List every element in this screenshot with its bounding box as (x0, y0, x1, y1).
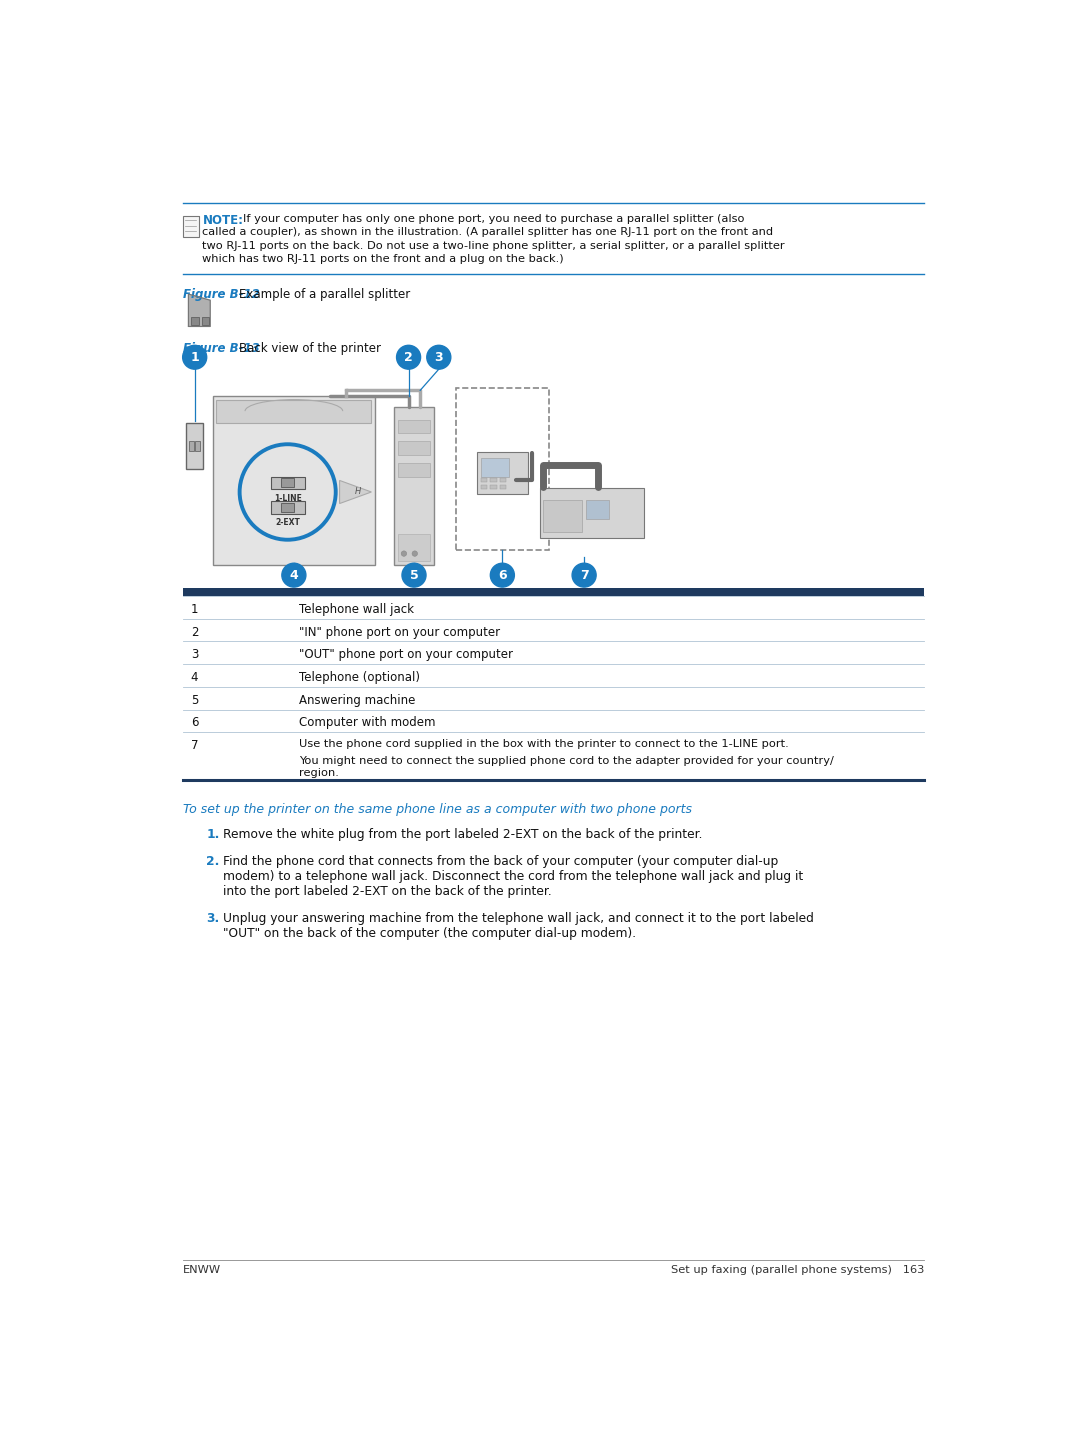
Text: 6: 6 (498, 569, 507, 582)
Bar (183, 216, 199, 237)
Bar (282, 503, 294, 512)
Text: 7: 7 (580, 569, 589, 582)
Text: 1.: 1. (206, 828, 219, 841)
Bar (191, 318, 199, 325)
Bar (186, 422, 203, 468)
Text: You might need to connect the supplied phone cord to the adapter provided for yo: You might need to connect the supplied p… (299, 756, 834, 777)
Circle shape (401, 550, 407, 556)
Text: 2.: 2. (206, 855, 219, 868)
Circle shape (183, 345, 206, 369)
Bar (213, 395, 375, 565)
Text: 1-LINE: 1-LINE (273, 493, 301, 503)
Text: 4: 4 (289, 569, 298, 582)
Text: 2: 2 (404, 351, 413, 364)
Bar (500, 477, 505, 483)
Bar (540, 489, 644, 539)
Text: which has two RJ-11 ports on the front and a plug on the back.): which has two RJ-11 ports on the front a… (202, 254, 564, 264)
Circle shape (282, 563, 306, 588)
Bar (490, 484, 497, 489)
Text: 6: 6 (191, 717, 199, 730)
Polygon shape (339, 480, 372, 503)
Circle shape (490, 563, 514, 588)
Text: "IN" phone port on your computer: "IN" phone port on your computer (299, 625, 500, 638)
Text: Figure B-13: Figure B-13 (183, 342, 260, 355)
Bar (195, 441, 200, 451)
Bar (397, 420, 430, 434)
Polygon shape (189, 295, 211, 326)
Text: Figure B-12: Figure B-12 (183, 287, 260, 300)
Text: "OUT" phone port on your computer: "OUT" phone port on your computer (299, 648, 513, 661)
Text: Telephone (optional): Telephone (optional) (299, 671, 420, 684)
Text: 1: 1 (191, 604, 199, 616)
Bar (202, 318, 210, 325)
Circle shape (402, 563, 426, 588)
Bar (397, 533, 430, 560)
Bar (543, 500, 582, 532)
Text: Answering machine: Answering machine (299, 694, 416, 707)
Circle shape (427, 345, 450, 369)
Bar (282, 479, 294, 487)
Text: 5: 5 (191, 694, 198, 707)
Text: NOTE:: NOTE: (202, 214, 243, 227)
Bar (500, 484, 505, 489)
Text: Remove the white plug from the port labeled 2-EXT on the back of the printer.: Remove the white plug from the port labe… (224, 828, 703, 841)
Text: Find the phone cord that connects from the back of your computer (your computer : Find the phone cord that connects from t… (224, 855, 804, 898)
Bar (481, 477, 487, 483)
Text: 1: 1 (190, 351, 199, 364)
Text: Back view of the printer: Back view of the printer (239, 342, 381, 355)
Text: called a coupler), as shown in the illustration. (A parallel splitter has one RJ: called a coupler), as shown in the illus… (202, 227, 773, 237)
Bar (271, 477, 305, 489)
Text: ENWW: ENWW (183, 1265, 221, 1275)
Text: 2: 2 (191, 625, 199, 638)
Text: Computer with modem: Computer with modem (299, 717, 436, 730)
Bar (394, 407, 434, 565)
Circle shape (572, 563, 596, 588)
Text: 4: 4 (191, 671, 199, 684)
Text: 5: 5 (409, 569, 418, 582)
Bar (271, 502, 305, 513)
Text: 7: 7 (191, 739, 199, 752)
Text: two RJ-11 ports on the back. Do not use a two-line phone splitter, a serial spli: two RJ-11 ports on the back. Do not use … (202, 241, 785, 251)
Text: 3: 3 (191, 648, 198, 661)
Bar (586, 500, 609, 519)
Text: Use the phone cord supplied in the box with the printer to connect to the 1-LINE: Use the phone cord supplied in the box w… (299, 739, 789, 749)
Text: If your computer has only one phone port, you need to purchase a parallel splitt: If your computer has only one phone port… (243, 214, 744, 224)
Text: Unplug your answering machine from the telephone wall jack, and connect it to th: Unplug your answering machine from the t… (224, 912, 814, 940)
Text: Telephone wall jack: Telephone wall jack (299, 604, 415, 616)
Bar (481, 484, 487, 489)
Bar (183, 588, 924, 596)
Bar (490, 477, 497, 483)
Text: Example of a parallel splitter: Example of a parallel splitter (239, 287, 410, 300)
Bar (397, 441, 430, 456)
Text: 3: 3 (434, 351, 443, 364)
Circle shape (396, 345, 420, 369)
Bar (481, 458, 509, 477)
Bar (189, 441, 194, 451)
Text: Set up faxing (parallel phone systems)   163: Set up faxing (parallel phone systems) 1… (671, 1265, 924, 1275)
Text: 2-EXT: 2-EXT (275, 519, 300, 527)
Circle shape (413, 550, 418, 556)
Bar (456, 388, 549, 550)
Text: H: H (354, 487, 361, 497)
Bar (477, 451, 527, 494)
Text: To set up the printer on the same phone line as a computer with two phone ports: To set up the printer on the same phone … (183, 803, 692, 816)
Bar (216, 399, 372, 422)
Text: 3.: 3. (206, 912, 219, 925)
Bar (397, 463, 430, 477)
